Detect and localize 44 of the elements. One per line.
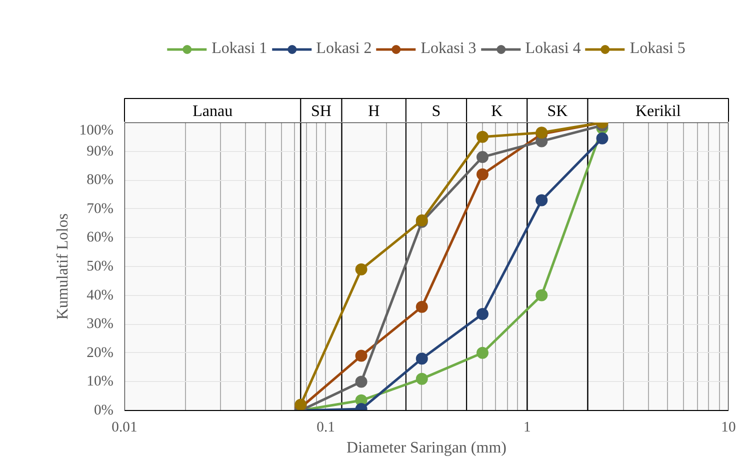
- band-label: S: [432, 103, 441, 120]
- legend-label: Lokasi 3: [420, 40, 476, 58]
- y-tick-label: 10%: [86, 374, 114, 390]
- legend-label: Lokasi 4: [525, 40, 581, 58]
- y-tick-label: 90%: [86, 143, 114, 160]
- legend-label: Lokasi 1: [212, 40, 268, 58]
- point: [476, 346, 488, 359]
- point: [536, 194, 548, 206]
- x-tick-label: 0.1: [316, 420, 335, 436]
- point: [476, 130, 488, 143]
- legend-label: Lokasi 5: [630, 40, 686, 58]
- y-tick-label: 20%: [86, 344, 114, 361]
- x-axis-title: Diameter Saringan (mm): [346, 440, 506, 456]
- legend-label: Lokasi 2: [316, 40, 372, 58]
- point: [536, 289, 548, 302]
- band-label: Lanau: [192, 103, 233, 120]
- point: [476, 308, 488, 320]
- y-tick-label: 80%: [86, 172, 114, 188]
- point: [355, 263, 368, 276]
- point: [355, 376, 368, 388]
- x-tick-label: 1: [524, 420, 531, 436]
- y-tick-label: 40%: [86, 287, 114, 304]
- y-tick-label: 0%: [94, 402, 114, 418]
- y-tick-label: 60%: [86, 230, 114, 246]
- point: [416, 352, 428, 365]
- band-label: H: [368, 103, 380, 120]
- point: [416, 372, 428, 385]
- y-tick-label: 100%: [79, 122, 114, 138]
- point: [476, 168, 488, 180]
- band-label: SK: [547, 103, 568, 120]
- point: [355, 350, 368, 362]
- y-tick-label: 70%: [86, 200, 114, 217]
- band-label: Kerikil: [635, 103, 682, 120]
- y-axis-title: Kumulatif Lolos: [54, 213, 72, 320]
- point: [476, 151, 488, 164]
- band-label: K: [491, 103, 504, 120]
- y-tick-label: 50%: [86, 258, 114, 274]
- band-label: SH: [311, 103, 332, 120]
- y-tick-label: 30%: [86, 316, 114, 332]
- point: [294, 398, 307, 410]
- point: [416, 300, 428, 313]
- point: [596, 132, 608, 144]
- x-tick-label: 0.01: [112, 420, 138, 436]
- x-tick-label: 10: [721, 420, 736, 436]
